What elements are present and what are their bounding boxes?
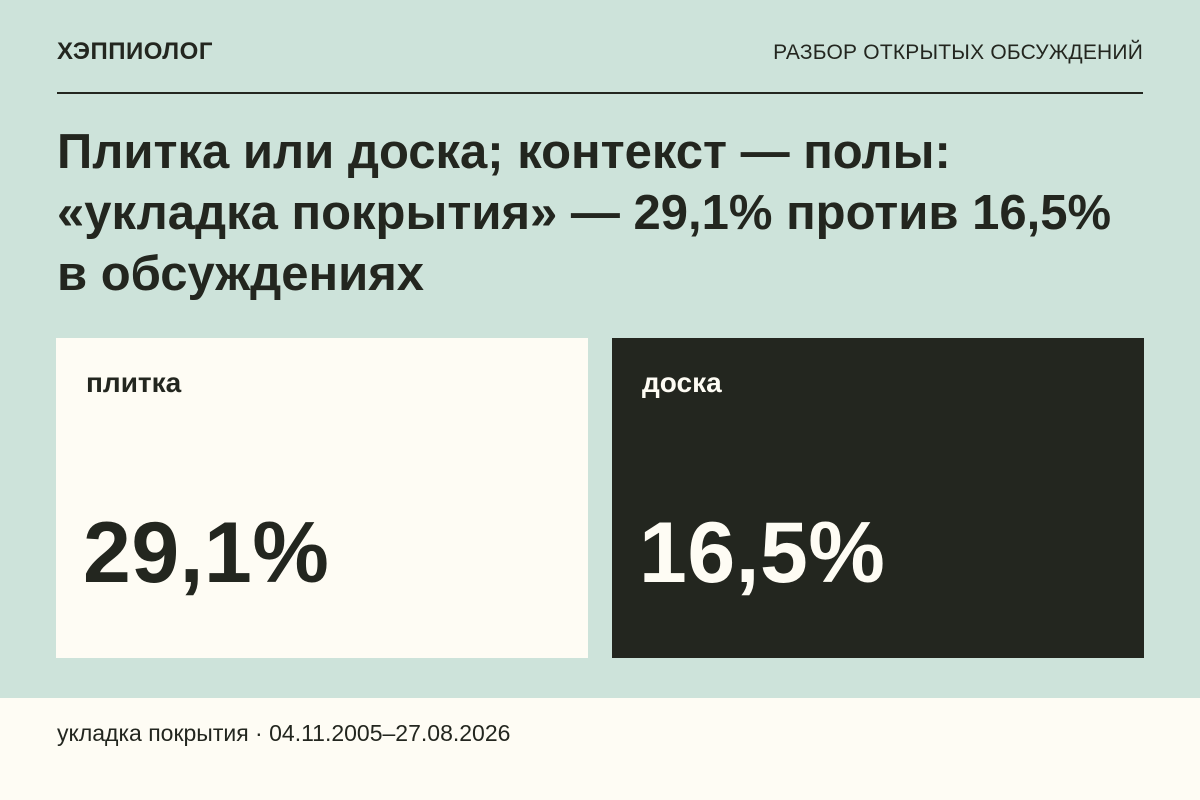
stat-label-board: доска [642, 367, 722, 398]
section-label: РАЗБОР ОТКРЫТЫХ ОБСУЖДЕНИЙ [773, 41, 1143, 64]
stat-value-tile: 29,1% [83, 505, 330, 601]
footer-caption: укладка покрытия · 04.11.2005–27.08.2026 [57, 720, 511, 746]
stat-value-board: 16,5% [639, 505, 886, 601]
brand-name: ХЭППИОЛОГ [57, 38, 213, 65]
stat-card-tile: плитка 29,1% [56, 338, 588, 658]
headline: Плитка или доска; контекст — полы: «укла… [57, 125, 1112, 301]
header: ХЭППИОЛОГ РАЗБОР ОТКРЫТЫХ ОБСУЖДЕНИЙ [57, 34, 1143, 94]
stat-label-tile: плитка [86, 367, 182, 398]
stat-card-board: доска 16,5% [612, 338, 1144, 658]
footer: укладка покрытия · 04.11.2005–27.08.2026 [0, 698, 1200, 800]
